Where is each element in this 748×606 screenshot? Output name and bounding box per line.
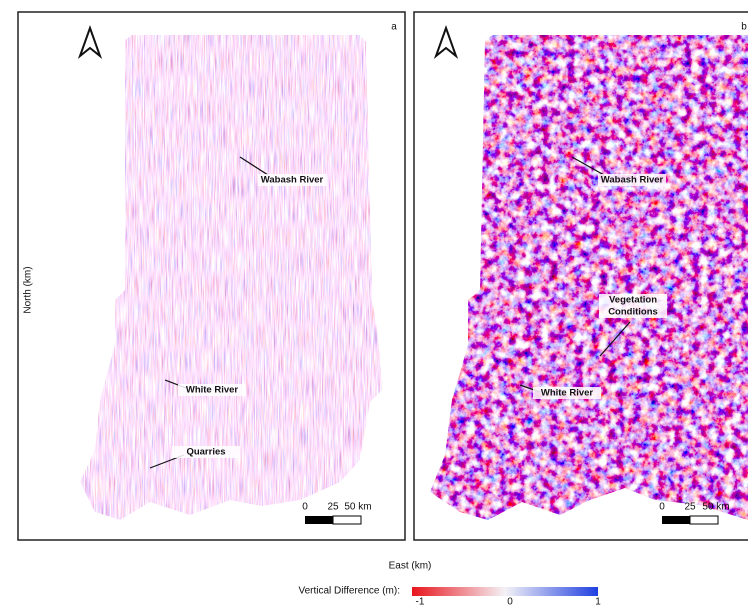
annotation: Conditions [608,307,658,318]
scale-label: 50 km [702,502,729,513]
annotation: Vegetation [609,295,657,306]
scale-label: 50 km [344,502,371,513]
panel-label: b [741,22,747,33]
scale-bar [305,516,333,524]
annotation: White River [186,385,239,396]
figure: North (km) East (km) Vertical Difference… [0,0,748,606]
scale-bar [690,516,718,524]
annotation: Quarries [186,447,225,458]
scale-label: 0 [659,502,665,513]
scale-bar [333,516,361,524]
x-axis-label: East (km) [389,561,432,572]
scale-label: 25 [684,502,696,513]
scale-bar [662,516,690,524]
scale-label: 25 [327,502,339,513]
map-raster [420,30,748,530]
legend-tick: 0 [507,597,513,606]
legend-tick: 1 [595,597,601,606]
annotation: Wabash River [601,175,664,186]
annotation: Wabash River [261,175,324,186]
panel-label: a [391,22,397,33]
legend-colorbar [412,587,598,596]
y-axis-label: North (km) [23,266,34,313]
legend-title: Vertical Difference (m): [298,586,400,597]
scale-label: 0 [302,502,308,513]
legend-tick: -1 [416,597,425,606]
annotation: White River [541,388,594,399]
